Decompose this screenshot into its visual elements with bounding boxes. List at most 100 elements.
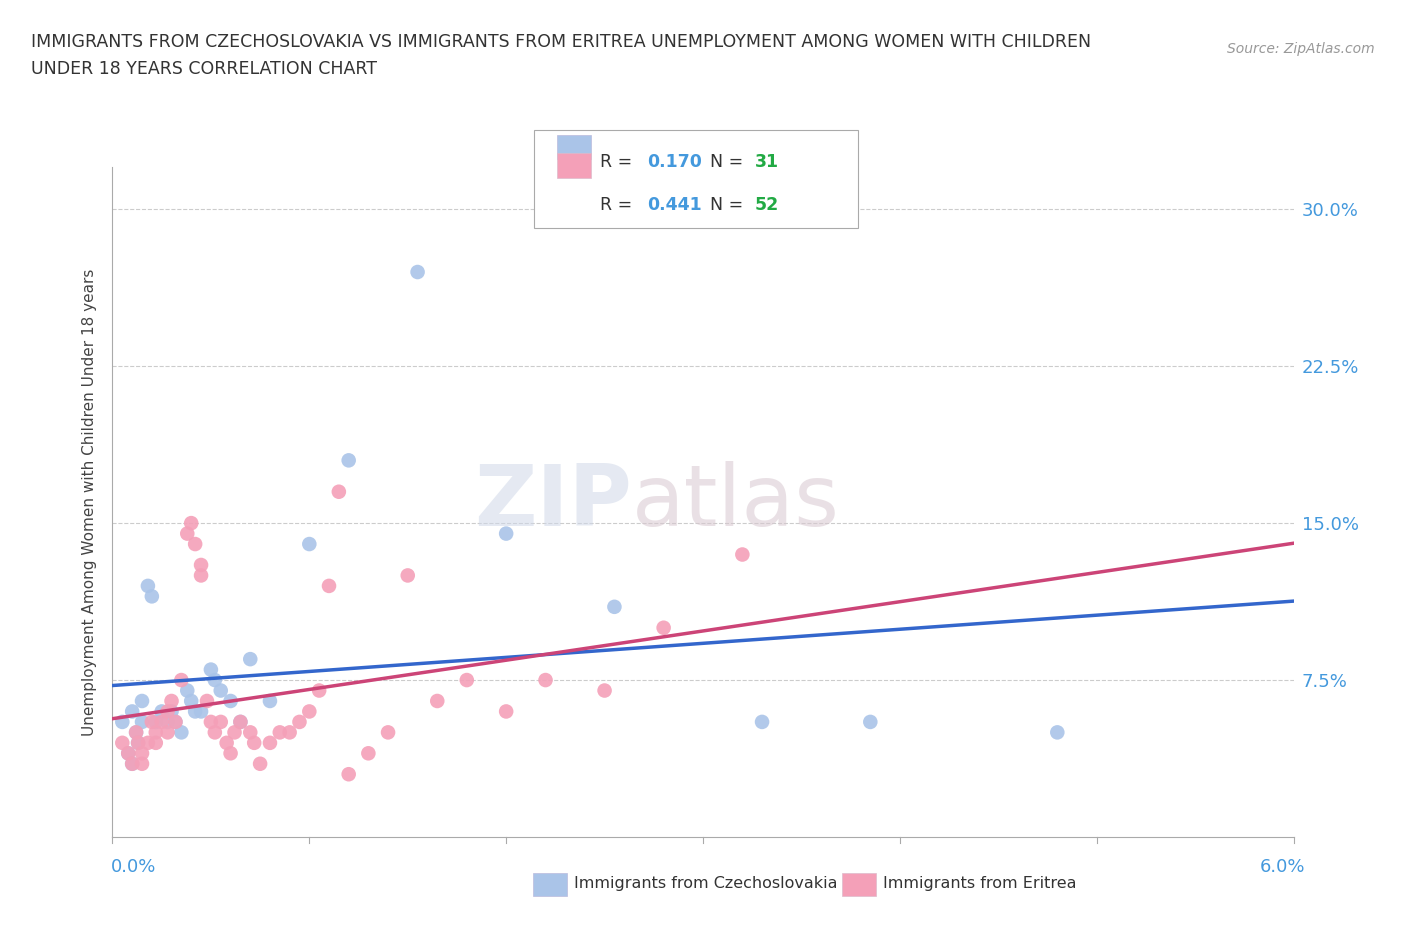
- Point: [180, 516, 202, 531]
- Point: [184, 704, 207, 719]
- Point: [156, 704, 179, 719]
- Point: [239, 725, 262, 740]
- Point: [259, 736, 281, 751]
- Point: [215, 736, 238, 751]
- Point: [259, 694, 281, 709]
- Point: [121, 704, 143, 719]
- Point: [377, 725, 399, 740]
- Point: [160, 694, 183, 709]
- Point: [209, 714, 232, 729]
- Text: N =: N =: [710, 196, 744, 214]
- Point: [357, 746, 380, 761]
- Point: [127, 736, 149, 751]
- Point: [298, 537, 321, 551]
- Point: [269, 725, 291, 740]
- Point: [111, 714, 134, 729]
- Point: [278, 725, 301, 740]
- Point: [131, 714, 153, 729]
- Point: [156, 725, 179, 740]
- Text: 31: 31: [755, 153, 779, 171]
- Point: [288, 714, 311, 729]
- Text: ZIP: ZIP: [474, 460, 633, 544]
- Point: [165, 714, 187, 729]
- Point: [603, 600, 626, 615]
- Point: [131, 756, 153, 771]
- Point: [156, 714, 179, 729]
- Point: [200, 714, 222, 729]
- Point: [121, 756, 143, 771]
- Point: [337, 453, 360, 468]
- Point: [184, 537, 207, 551]
- Text: R =: R =: [600, 153, 633, 171]
- Point: [229, 714, 252, 729]
- Text: Immigrants from Eritrea: Immigrants from Eritrea: [883, 876, 1077, 891]
- Point: [751, 714, 773, 729]
- Point: [160, 704, 183, 719]
- Y-axis label: Unemployment Among Women with Children Under 18 years: Unemployment Among Women with Children U…: [82, 269, 97, 736]
- Point: [495, 704, 517, 719]
- Point: [337, 766, 360, 781]
- Point: [204, 725, 226, 740]
- Point: [1046, 725, 1069, 740]
- Point: [141, 714, 163, 729]
- Point: [145, 736, 167, 751]
- Point: [456, 672, 478, 687]
- Text: 52: 52: [755, 196, 779, 214]
- Point: [204, 672, 226, 687]
- Point: [150, 714, 173, 729]
- Point: [298, 704, 321, 719]
- Text: Immigrants from Czechoslovakia: Immigrants from Czechoslovakia: [574, 876, 837, 891]
- Point: [249, 756, 271, 771]
- Point: [328, 485, 350, 499]
- Point: [200, 662, 222, 677]
- Point: [593, 684, 616, 698]
- Point: [127, 736, 149, 751]
- Point: [145, 714, 167, 729]
- Point: [243, 736, 266, 751]
- Point: [731, 547, 754, 562]
- Point: [224, 725, 246, 740]
- Text: 0.0%: 0.0%: [111, 857, 156, 876]
- Text: 6.0%: 6.0%: [1260, 857, 1305, 876]
- Point: [195, 694, 218, 709]
- Point: [165, 714, 187, 729]
- Point: [111, 736, 134, 751]
- Point: [396, 568, 419, 583]
- Text: 0.170: 0.170: [647, 153, 702, 171]
- Point: [229, 714, 252, 729]
- Point: [117, 746, 139, 761]
- Point: [131, 746, 153, 761]
- Point: [190, 558, 212, 573]
- Point: [219, 694, 242, 709]
- Point: [117, 746, 139, 761]
- Point: [176, 526, 198, 541]
- Text: 0.441: 0.441: [647, 196, 702, 214]
- Point: [170, 672, 193, 687]
- Point: [652, 620, 675, 635]
- Point: [239, 652, 262, 667]
- Text: Source: ZipAtlas.com: Source: ZipAtlas.com: [1227, 42, 1375, 56]
- Point: [495, 526, 517, 541]
- Text: R =: R =: [600, 196, 633, 214]
- Point: [125, 725, 148, 740]
- Point: [180, 694, 202, 709]
- Point: [170, 725, 193, 740]
- Text: atlas: atlas: [633, 460, 841, 544]
- Point: [136, 736, 159, 751]
- Point: [859, 714, 882, 729]
- Text: UNDER 18 YEARS CORRELATION CHART: UNDER 18 YEARS CORRELATION CHART: [31, 60, 377, 78]
- Point: [209, 684, 232, 698]
- Point: [219, 746, 242, 761]
- Point: [136, 578, 159, 593]
- Point: [176, 684, 198, 698]
- Text: IMMIGRANTS FROM CZECHOSLOVAKIA VS IMMIGRANTS FROM ERITREA UNEMPLOYMENT AMONG WOM: IMMIGRANTS FROM CZECHOSLOVAKIA VS IMMIGR…: [31, 33, 1091, 50]
- Point: [190, 704, 212, 719]
- Point: [308, 684, 330, 698]
- Point: [150, 704, 173, 719]
- Point: [131, 694, 153, 709]
- Point: [318, 578, 340, 593]
- Point: [190, 568, 212, 583]
- Point: [125, 725, 148, 740]
- Point: [534, 672, 557, 687]
- Point: [406, 265, 429, 280]
